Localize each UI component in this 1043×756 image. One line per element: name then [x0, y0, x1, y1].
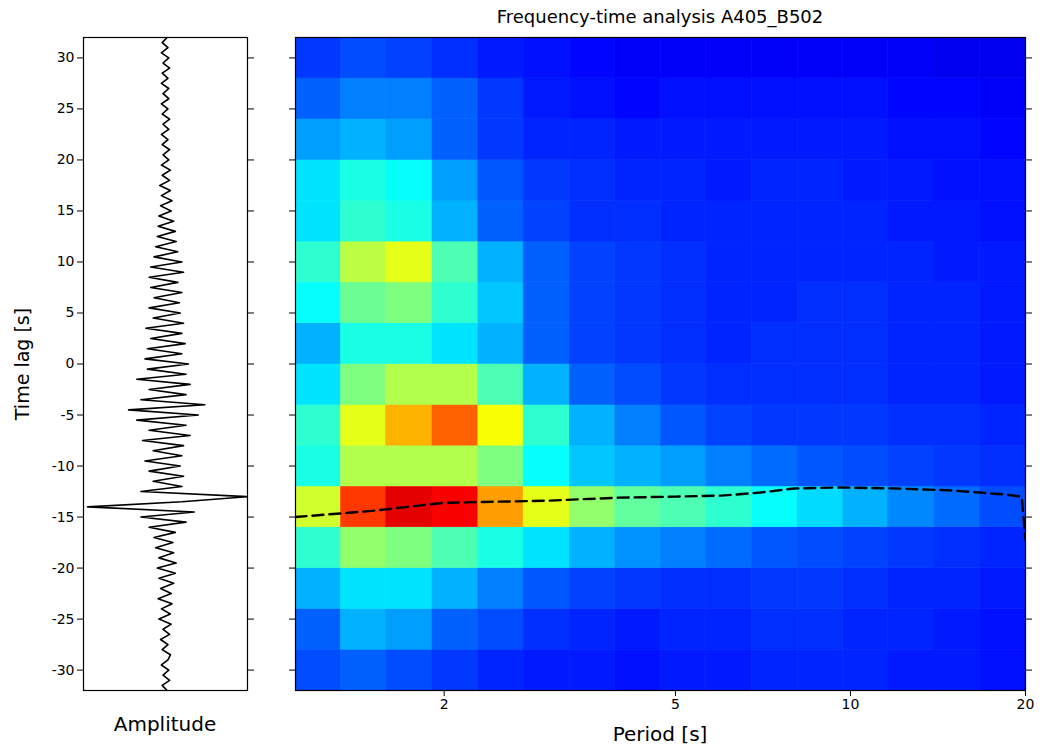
svg-text:20: 20: [1017, 696, 1035, 712]
svg-text:-20: -20: [52, 560, 75, 576]
svg-text:-5: -5: [61, 406, 75, 422]
svg-text:10: 10: [57, 253, 75, 269]
html-text:Time lag [s]: Time lag [s]: [11, 307, 33, 420]
svg-text:-30: -30: [52, 662, 75, 678]
svg-text:-15: -15: [52, 509, 75, 525]
html-text:Period [s]: Period [s]: [612, 722, 708, 746]
svg-text:20: 20: [57, 151, 75, 167]
svg-text:-25: -25: [52, 611, 75, 627]
svg-text:-10: -10: [52, 458, 75, 474]
svg-text:15: 15: [57, 202, 75, 218]
svg-text:0: 0: [66, 355, 75, 371]
svg-text:5: 5: [66, 304, 75, 320]
svg-text:30: 30: [57, 49, 75, 65]
svg-text:25: 25: [57, 100, 75, 116]
svg-text:5: 5: [671, 696, 680, 712]
svg-text:10: 10: [842, 696, 860, 712]
html-text:Frequency-time analysis A405_B: Frequency-time analysis A405_B502: [496, 6, 824, 27]
html-text:Amplitude: Amplitude: [113, 712, 217, 736]
svg-text:2: 2: [440, 696, 449, 712]
